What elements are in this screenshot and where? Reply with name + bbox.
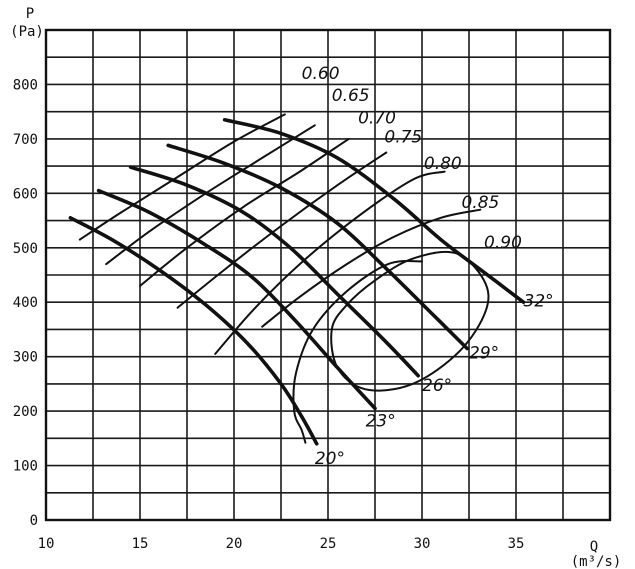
y-axis-unit: (Pa) [10,24,44,40]
series-0-65 [105,124,316,266]
series-0-60 [78,113,286,241]
y-tick-label: 0 [30,513,38,529]
curve-label-0-65: 0.65 [332,86,370,106]
curve-label-0-75: 0.75 [384,128,422,148]
series-0-85 [261,208,482,328]
series-0-80 [214,170,446,355]
y-tick-label: 400 [13,295,38,311]
curve-label-0-85: 0.85 [461,193,499,213]
curve-label-20: 20° [315,449,345,469]
series-0-90 [330,250,490,392]
x-tick-label: 10 [38,536,55,552]
x-tick-label: 25 [320,536,337,552]
grid [46,30,610,520]
x-tick-label: 35 [508,536,525,552]
curve-label-23: 23° [366,411,396,431]
y-tick-label: 800 [13,77,38,93]
series-26 [128,165,420,378]
series-0-70 [139,137,350,287]
curve-label-0-80: 0.80 [424,154,462,174]
series-0-85-envelope [292,260,423,444]
x-axis-title: Q [590,539,598,555]
y-tick-label: 200 [13,404,38,420]
y-tick-label: 100 [13,459,38,475]
curve-labels: 0.600.65 0.700.750.80 0.85 0.90 32° 29° 26° 23°… [302,64,554,469]
x-tick-label: 15 [132,536,149,552]
x-tick-label: 30 [414,536,431,552]
y-axis-tick-labels: 0 100 200 300 400 500 600 700 800 [13,77,38,529]
series-0-75 [176,151,388,309]
curve-label-0-70: 0.70 [358,109,396,129]
curve-label-32: 32° [524,292,554,312]
series-layer [68,113,526,446]
curve-label-0-60: 0.60 [302,64,340,84]
x-axis-unit: (m³/s) [571,554,622,569]
curve-label-26: 26° [422,376,452,396]
y-tick-label: 300 [13,350,38,366]
series-32 [222,118,526,304]
series-20 [68,216,319,446]
curve-label-29: 29° [469,343,499,363]
x-tick-label: 20 [226,536,243,552]
y-tick-label: 700 [13,132,38,148]
series-29 [166,143,469,351]
plot-frame [44,28,612,522]
y-axis-title: P [26,6,34,22]
y-tick-label: 500 [13,241,38,257]
x-axis-tick-labels: 10 15 20 25 30 35 [38,536,525,552]
curve-label-0-90: 0.90 [484,233,522,253]
y-tick-label: 600 [13,186,38,202]
